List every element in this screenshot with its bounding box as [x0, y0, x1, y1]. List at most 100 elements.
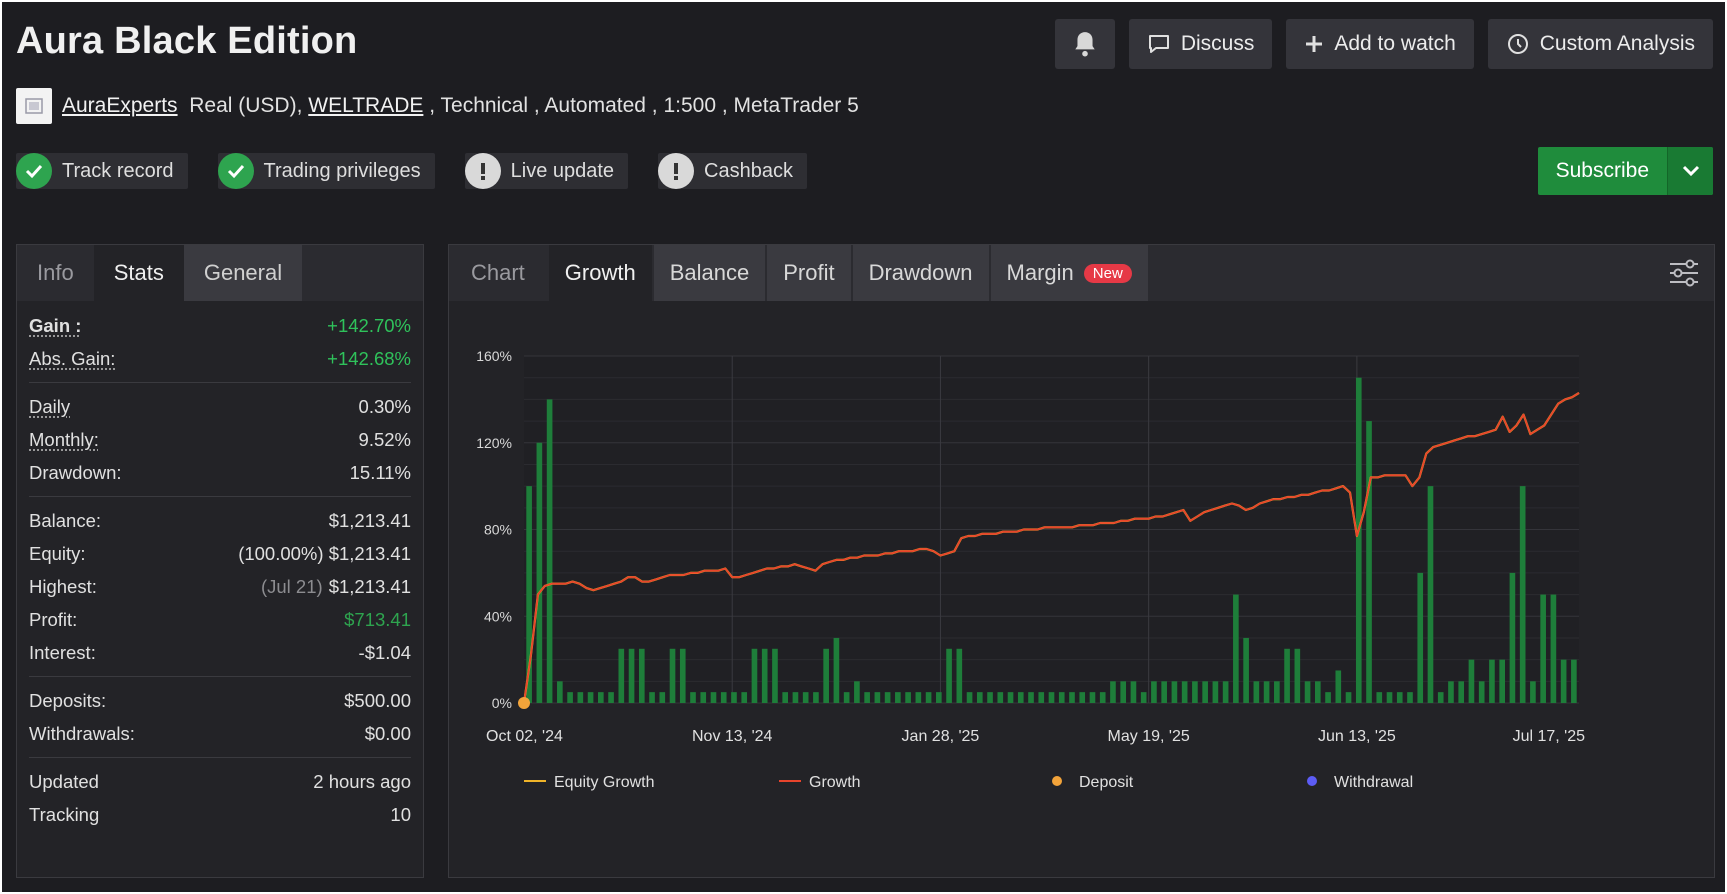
stat-label: Updated: [29, 770, 99, 792]
bar: [526, 486, 532, 703]
add-to-watch-button[interactable]: Add to watch: [1286, 19, 1474, 69]
subscribe-button[interactable]: Subscribe: [1555, 159, 1649, 182]
bar: [1274, 681, 1280, 703]
account-type: Real (USD),: [189, 94, 309, 117]
tab-profit[interactable]: Profit: [767, 245, 851, 301]
badge-cashback[interactable]: Cashback: [658, 153, 807, 189]
tab-info[interactable]: Info: [37, 260, 74, 285]
bar: [976, 692, 983, 703]
bar: [1427, 486, 1434, 703]
bar: [1458, 681, 1465, 703]
bar: [1314, 681, 1321, 703]
stat-value: 2 hours ago: [313, 770, 411, 792]
tab-general[interactable]: General: [183, 245, 303, 301]
bar: [1079, 692, 1086, 703]
bar: [813, 692, 819, 703]
legend-label: Withdrawal: [1334, 774, 1413, 791]
account-info: AuraExperts Real (USD), WELTRADE , Techn…: [16, 88, 859, 124]
bar: [1478, 681, 1485, 703]
bar: [1181, 681, 1188, 703]
stat-value: $713.41: [344, 608, 411, 630]
bar: [1366, 421, 1372, 703]
stat-label: Highest:: [29, 575, 97, 597]
badge-live-update[interactable]: Live update: [464, 153, 629, 189]
stat-abs-gain: Abs. Gain: +142.68%: [29, 342, 411, 375]
x-tick-label: Jun 13, '25: [1318, 728, 1396, 745]
plus-icon: [1306, 36, 1323, 52]
comment-icon: [1148, 35, 1169, 53]
tab-margin[interactable]: Margin New: [990, 245, 1148, 301]
tab-growth[interactable]: Growth: [548, 245, 652, 301]
badge-trading-privileges[interactable]: Trading privileges: [217, 153, 435, 189]
bar: [1571, 659, 1577, 703]
chart-settings-button[interactable]: [1668, 259, 1700, 292]
bar: [802, 692, 809, 703]
stat-deposits: Deposits: $500.00: [29, 684, 411, 717]
badge-track-record[interactable]: Track record: [16, 153, 188, 189]
bar: [1560, 659, 1567, 703]
stat-label[interactable]: Daily: [29, 395, 71, 417]
y-tick-label: 0%: [492, 695, 512, 711]
stat-equity-pct: (100.00%): [238, 542, 324, 564]
stat-label[interactable]: Monthly:: [29, 428, 99, 450]
bar: [1489, 659, 1495, 703]
x-tick-label: May 19, '25: [1108, 728, 1190, 745]
bar: [823, 648, 829, 703]
bar: [1530, 681, 1536, 703]
bar: [987, 692, 993, 703]
y-tick-label: 80%: [484, 522, 512, 538]
divider: [29, 382, 411, 383]
account-details: , Technical , Automated , 1:500 , MetaTr…: [423, 94, 859, 117]
bar: [905, 692, 911, 703]
discuss-button[interactable]: Discuss: [1128, 19, 1273, 69]
bar: [1540, 594, 1546, 703]
stat-value: 15.11%: [349, 461, 411, 483]
sliders-icon: [1670, 259, 1698, 287]
bar: [1161, 681, 1167, 703]
bar: [833, 637, 840, 703]
growth-line: [523, 392, 1580, 704]
exclamation-icon: [658, 153, 695, 189]
tab-balance[interactable]: Balance: [653, 245, 766, 301]
tab-drawdown[interactable]: Drawdown: [852, 245, 989, 301]
stat-value: 0.30%: [358, 395, 411, 417]
bar: [608, 692, 614, 703]
x-tick-label: Jan 28, '25: [902, 728, 980, 745]
verification-badges: Track record Trading privileges Live upd…: [16, 153, 807, 189]
x-tick-label: Nov 13, '24: [692, 728, 773, 745]
bar: [782, 692, 789, 703]
stat-label: Balance:: [29, 509, 101, 531]
tab-margin-label: Margin: [1006, 260, 1074, 285]
broker-link[interactable]: WELTRADE: [308, 94, 424, 117]
stat-label: Withdrawals:: [29, 722, 135, 744]
tab-stats[interactable]: Stats: [93, 245, 184, 301]
bar: [1028, 692, 1034, 703]
stat-value: -$1.04: [358, 641, 411, 663]
bar: [1437, 692, 1444, 703]
bar: [1345, 692, 1352, 703]
notification-button[interactable]: [1054, 19, 1115, 69]
growth-chart[interactable]: 0% 40% 80% 120% 160% Oct 02, '24 Nov 13, '24 Ja…: [449, 301, 1714, 877]
bar: [997, 692, 1004, 703]
bar: [864, 692, 870, 703]
stat-label[interactable]: Abs. Gain:: [29, 347, 116, 369]
author-logo: [16, 88, 52, 124]
stat-label[interactable]: Gain :: [29, 314, 82, 336]
bar: [1407, 692, 1413, 703]
custom-analysis-button[interactable]: Custom Analysis: [1487, 19, 1713, 69]
tab-chart[interactable]: Chart: [471, 260, 525, 285]
stat-tracking: Tracking 10: [29, 798, 411, 831]
bar: [915, 692, 922, 703]
page-title: Aura Black Edition: [16, 20, 358, 62]
x-tick-label: Oct 02, '24: [486, 728, 563, 745]
subscribe-dropdown[interactable]: [1667, 147, 1713, 195]
stat-label: Interest:: [29, 641, 96, 663]
stat-label: Profit:: [29, 608, 78, 630]
logo-icon: [25, 98, 43, 114]
author-link[interactable]: AuraExperts: [62, 94, 178, 117]
divider: [29, 676, 411, 677]
stat-monthly: Monthly: 9.52%: [29, 423, 411, 456]
stat-equity: Equity: (100.00%) $1,213.41: [29, 537, 411, 570]
bar: [772, 648, 778, 703]
bar: [659, 692, 666, 703]
